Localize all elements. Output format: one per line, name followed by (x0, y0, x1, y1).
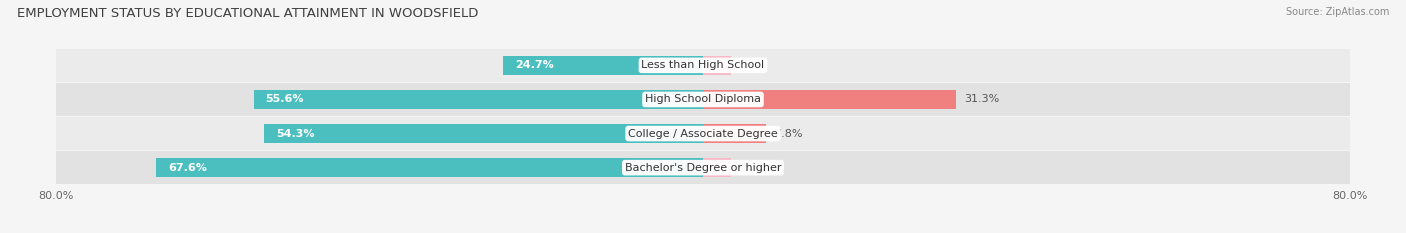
Bar (264, 124, 703, 143)
Bar (56, 49, 1350, 82)
Text: 67.6%: 67.6% (169, 163, 208, 173)
Bar (156, 158, 703, 177)
Bar (703, 56, 731, 75)
Text: 24.7%: 24.7% (516, 60, 554, 70)
Bar (703, 124, 766, 143)
Text: 0.0%: 0.0% (740, 60, 768, 70)
Text: 7.8%: 7.8% (775, 129, 803, 139)
Bar (56, 117, 1350, 150)
Bar (703, 90, 956, 109)
Bar (703, 124, 766, 143)
Bar (253, 90, 703, 109)
Bar (56, 83, 1350, 116)
Bar (503, 56, 703, 75)
Text: High School Diploma: High School Diploma (645, 94, 761, 104)
Text: 0.0%: 0.0% (740, 163, 768, 173)
Text: Source: ZipAtlas.com: Source: ZipAtlas.com (1285, 7, 1389, 17)
Text: 55.6%: 55.6% (266, 94, 304, 104)
Text: 54.3%: 54.3% (276, 129, 315, 139)
Text: Bachelor's Degree or higher: Bachelor's Degree or higher (624, 163, 782, 173)
Text: Less than High School: Less than High School (641, 60, 765, 70)
Bar (703, 90, 956, 109)
Bar (703, 158, 731, 177)
Text: EMPLOYMENT STATUS BY EDUCATIONAL ATTAINMENT IN WOODSFIELD: EMPLOYMENT STATUS BY EDUCATIONAL ATTAINM… (17, 7, 478, 20)
Text: 31.3%: 31.3% (965, 94, 1000, 104)
Bar (56, 151, 1350, 184)
Text: College / Associate Degree: College / Associate Degree (628, 129, 778, 139)
